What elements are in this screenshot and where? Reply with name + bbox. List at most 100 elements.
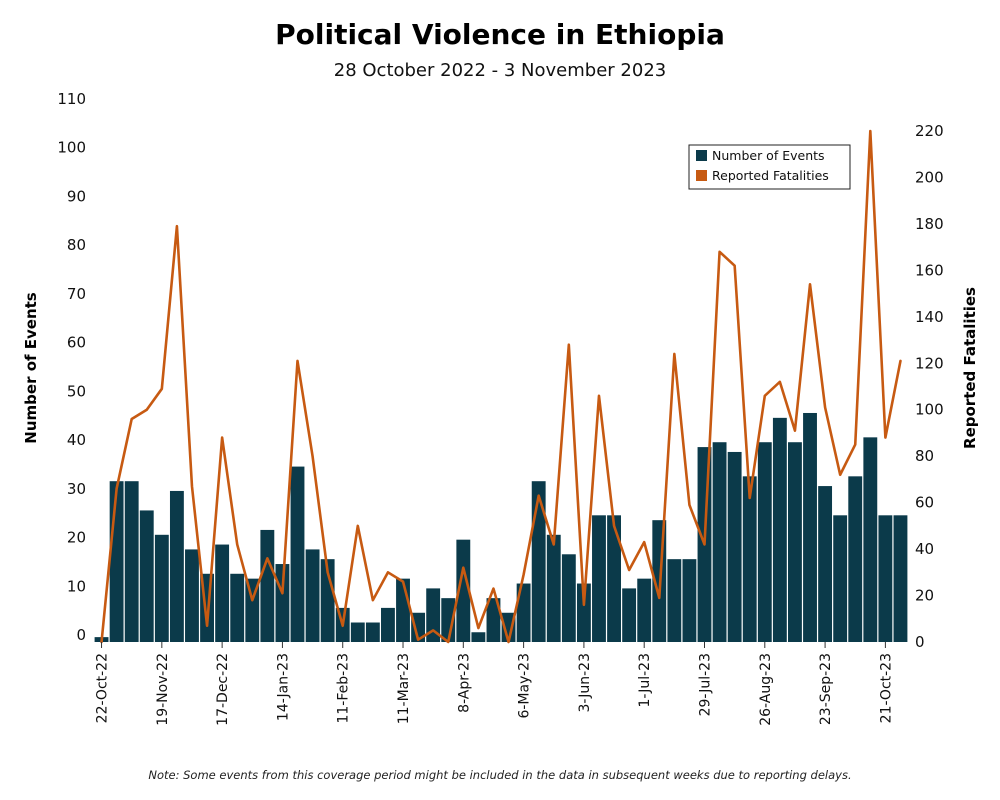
right-axis: 0 20 40 60 80 100 120 140 160 180 200 220	[915, 122, 944, 651]
x-tick-label: 22-Oct-22	[95, 653, 111, 723]
left-tick-label: 30	[67, 480, 86, 498]
right-tick-label: 120	[915, 354, 944, 372]
fatalities-line-path	[100, 129, 902, 644]
x-tick-label: 23-Sep-23	[818, 653, 834, 725]
left-tick-label: 50	[67, 382, 86, 400]
legend: Number of Events Reported Fatalities	[688, 144, 851, 190]
x-tick-label: 29-Jul-23	[698, 653, 714, 716]
events-bars	[94, 412, 908, 642]
events-bar	[456, 539, 471, 642]
legend-box	[688, 144, 851, 190]
x-tick-label: 11-Feb-23	[336, 653, 352, 724]
events-bar	[381, 607, 395, 642]
right-tick-label: 220	[915, 122, 944, 140]
events-bar	[803, 412, 817, 642]
left-tick-label: 60	[67, 334, 86, 352]
x-tick-label: 19-Nov-22	[155, 653, 171, 726]
events-bar	[848, 476, 863, 642]
events-bar	[501, 612, 516, 642]
left-tick-label: 110	[57, 90, 86, 108]
legend-label-fatalities: Reported Fatalities	[712, 168, 829, 183]
x-tick-label: 14-Jan-23	[275, 653, 291, 721]
right-tick-label: 180	[915, 215, 944, 233]
events-bar	[576, 583, 591, 642]
events-bar	[109, 481, 124, 642]
right-tick-label: 80	[915, 447, 934, 465]
left-tick-label: 90	[67, 187, 86, 205]
x-axis: 22-Oct-22 19-Nov-22 17-Dec-22 14-Jan-23 11-F…	[95, 642, 894, 726]
events-bar	[290, 466, 305, 642]
events-bar	[727, 451, 742, 642]
events-bar	[682, 559, 697, 642]
right-tick-label: 0	[915, 633, 925, 651]
x-tick-label: 26-Aug-23	[758, 653, 774, 726]
events-bar	[305, 549, 320, 642]
left-tick-label: 70	[67, 285, 86, 303]
fatalities-line	[100, 129, 902, 644]
right-tick-label: 40	[915, 540, 934, 558]
left-tick-label: 10	[67, 577, 86, 595]
events-bar	[215, 544, 230, 642]
events-bar	[893, 515, 908, 642]
events-bar	[622, 588, 637, 642]
events-bar	[788, 442, 802, 642]
events-bar	[139, 510, 154, 642]
left-tick-label: 100	[57, 139, 86, 157]
events-bar	[863, 437, 878, 642]
x-tick-label: 6-May-23	[517, 653, 533, 719]
x-tick-label: 3-Jun-23	[577, 653, 593, 712]
left-tick-label: 40	[67, 431, 86, 449]
x-tick-label: 8-Apr-23	[456, 653, 472, 713]
events-bar	[245, 578, 260, 642]
footnote: Note: Some events from this coverage per…	[148, 768, 852, 782]
right-tick-label: 160	[915, 261, 944, 279]
events-bar	[546, 534, 561, 642]
left-axis-title: Number of Events	[22, 292, 40, 443]
left-axis: 0 10 20 30 40 50 60 70 80 90 100 110	[57, 90, 86, 644]
legend-swatch-events	[696, 150, 707, 161]
events-bar	[712, 442, 727, 642]
x-tick-label: 21-Oct-23	[878, 653, 894, 723]
legend-swatch-fatalities	[696, 170, 707, 181]
x-tick-label: 11-Mar-23	[396, 653, 412, 724]
events-bar	[185, 549, 199, 642]
events-bar	[471, 632, 486, 642]
right-tick-label: 60	[915, 494, 934, 512]
events-bar	[637, 578, 652, 642]
right-axis-title: Reported Fatalities	[961, 287, 979, 449]
chart-title: Political Violence in Ethiopia	[275, 18, 725, 51]
events-bar	[124, 481, 139, 642]
events-bar	[411, 612, 426, 642]
events-bar	[878, 515, 893, 642]
events-bar	[607, 515, 621, 642]
right-tick-label: 20	[915, 587, 934, 605]
events-bar	[757, 442, 772, 642]
x-tick-label: 1-Jul-23	[637, 653, 653, 708]
events-bar	[592, 515, 606, 642]
events-bar	[516, 583, 531, 642]
events-bar	[742, 476, 757, 642]
events-bar	[772, 417, 787, 642]
events-bar	[818, 486, 833, 642]
left-tick-label: 0	[76, 626, 86, 644]
events-bar	[561, 554, 576, 642]
events-bar	[169, 490, 184, 642]
events-bar	[426, 588, 441, 642]
legend-label-events: Number of Events	[712, 148, 825, 163]
chart-subtitle: 28 October 2022 - 3 November 2023	[333, 60, 667, 81]
x-tick-label: 17-Dec-22	[215, 653, 231, 726]
events-bar	[365, 622, 380, 642]
events-bar	[260, 529, 275, 642]
events-bar	[350, 622, 365, 642]
events-bar	[833, 515, 848, 642]
left-tick-label: 20	[67, 529, 86, 547]
events-bar	[396, 578, 410, 642]
left-tick-label: 80	[67, 236, 86, 254]
events-bar	[230, 573, 245, 642]
events-bar	[667, 559, 682, 642]
right-tick-label: 140	[915, 308, 944, 326]
right-tick-label: 200	[915, 168, 944, 186]
right-tick-label: 100	[915, 401, 944, 419]
events-bar	[154, 534, 169, 642]
